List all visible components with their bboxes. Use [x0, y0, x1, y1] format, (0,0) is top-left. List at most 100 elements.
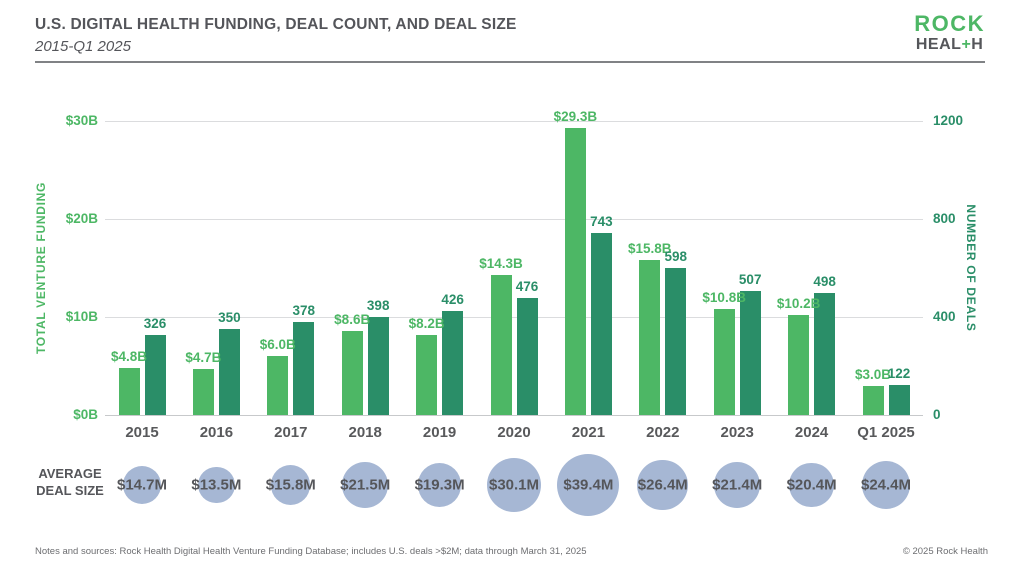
x-label-Q1 2025: Q1 2025 [857, 424, 915, 441]
average-deal-size-label: AVERAGE DEAL SIZE [36, 466, 104, 498]
left-tick-$30B: $30B [65, 113, 98, 128]
deal-size-value-2024: $20.4M [786, 476, 837, 494]
funding-label-2023: $10.8B [702, 290, 746, 306]
right-tick-1200: 1200 [933, 113, 964, 128]
deal-size-bubble-2022 [637, 459, 689, 511]
gridline-20 [105, 219, 923, 220]
funding-label-2016: $4.7B [185, 349, 222, 365]
deal-size-bubble-Q1 2025 [861, 460, 911, 510]
funding-bar-2016 [192, 368, 214, 415]
deal-size-value-2017: $15.8M [265, 476, 316, 494]
x-label-2021: 2021 [571, 424, 606, 441]
left-axis-title: TOTAL VENTURE FUNDING [34, 181, 48, 355]
deals-label-Q1 2025: 122 [887, 366, 911, 382]
funding-bar-2024 [788, 315, 810, 415]
footer-notes: Notes and sources: Rock Health Digital H… [35, 546, 587, 557]
header-divider [35, 61, 985, 63]
deal-size-bubble-2017 [271, 465, 311, 505]
deals-label-2024: 498 [813, 273, 836, 289]
gridline-10 [105, 317, 923, 318]
x-label-2016: 2016 [199, 424, 234, 441]
rock-health-logo: ROCK HEAL+H [914, 13, 985, 53]
funding-bar-2020 [490, 274, 512, 415]
funding-label-2019: $8.2B [408, 315, 445, 331]
right-tick-800: 800 [933, 211, 956, 226]
deal-size-value-2022: $26.4M [637, 476, 688, 494]
x-label-2023: 2023 [720, 424, 754, 441]
right-axis-title: NUMBER OF DEALS [964, 204, 978, 332]
deal-size-value-2018: $21.5M [340, 476, 391, 494]
funding-bar-2018 [341, 330, 363, 415]
x-label-2022: 2022 [646, 424, 680, 441]
page-subtitle: 2015-Q1 2025 [35, 38, 131, 55]
logo-word-rock: ROCK [914, 11, 985, 36]
deals-bar-2017 [293, 322, 315, 415]
funding-bar-2015 [118, 367, 140, 415]
page-title: U.S. DIGITAL HEALTH FUNDING, DEAL COUNT,… [35, 16, 517, 33]
deals-bar-2021 [590, 232, 612, 415]
deals-bar-2018 [367, 317, 389, 415]
deals-label-2016: 350 [218, 310, 241, 326]
funding-label-2018: $8.6B [334, 311, 371, 327]
left-tick-$10B: $10B [65, 309, 98, 324]
funding-bar-2022 [639, 260, 661, 415]
funding-bar-2019 [416, 334, 438, 415]
gridline-30 [105, 121, 923, 122]
funding-bar-Q1 2025 [862, 385, 884, 415]
deal-size-bubble-2018 [342, 462, 389, 508]
funding-bar-2021 [564, 127, 586, 415]
deals-bar-2020 [516, 298, 538, 415]
deals-bar-Q1 2025 [888, 385, 910, 415]
deals-bar-2022 [665, 268, 687, 415]
deal-size-value-2015: $14.7M [116, 476, 168, 494]
deals-label-2017: 378 [292, 303, 316, 319]
funding-label-Q1 2025: $3.0B [854, 366, 892, 382]
deal-size-bubble-2016 [198, 466, 235, 504]
funding-label-2017: $6.0B [259, 337, 296, 353]
deal-size-value-2023: $21.4M [712, 476, 763, 494]
deal-size-bubble-2020 [486, 457, 542, 513]
right-tick-400: 400 [933, 309, 956, 324]
x-label-2019: 2019 [422, 424, 457, 441]
footer-copyright: © 2025 Rock Health [902, 546, 988, 557]
x-label-2020: 2020 [497, 424, 531, 441]
deals-bar-2015 [144, 335, 166, 415]
deals-label-2022: 598 [664, 249, 688, 265]
left-tick-$0B: $0B [73, 407, 98, 422]
x-axis-baseline [105, 415, 923, 416]
deals-bar-2016 [218, 329, 240, 415]
deals-bar-2024 [814, 292, 836, 415]
deal-size-value-Q1 2025: $24.4M [860, 476, 912, 494]
logo-word-health: HEAL+H [915, 36, 984, 53]
deals-label-2019: 426 [441, 291, 464, 307]
deals-label-2021: 743 [590, 213, 613, 229]
x-label-2017: 2017 [274, 424, 308, 441]
funding-label-2020: $14.3B [479, 255, 523, 271]
right-tick-0: 0 [933, 407, 941, 422]
deal-size-bubble-2023 [714, 462, 761, 508]
deal-size-bubble-2015 [123, 466, 161, 504]
funding-label-2021: $29.3B [553, 108, 598, 124]
deals-label-2020: 476 [515, 279, 539, 295]
x-label-2024: 2024 [794, 424, 829, 441]
deal-size-bubble-2021 [557, 454, 620, 516]
logo-plus-icon: + [961, 36, 972, 53]
deal-size-bubble-2024 [789, 462, 834, 508]
deal-size-value-2019: $19.3M [414, 476, 465, 494]
deals-label-2018: 398 [366, 298, 390, 314]
x-label-2018: 2018 [348, 424, 382, 441]
funding-label-2015: $4.8B [110, 348, 148, 364]
deal-size-bubble-2019 [417, 463, 462, 507]
funding-label-2022: $15.8B [628, 241, 672, 257]
deals-label-2023: 507 [738, 271, 762, 287]
deal-size-value-2020: $30.1M [488, 476, 540, 494]
funding-bar-2017 [267, 356, 289, 415]
deals-bar-2023 [739, 290, 761, 415]
deal-size-value-2021: $39.4M [563, 476, 614, 494]
deals-bar-2019 [442, 310, 464, 415]
left-tick-$20B: $20B [65, 211, 98, 226]
funding-label-2024: $10.2B [776, 296, 821, 312]
funding-bar-2023 [713, 309, 735, 415]
deal-size-value-2016: $13.5M [191, 476, 242, 494]
